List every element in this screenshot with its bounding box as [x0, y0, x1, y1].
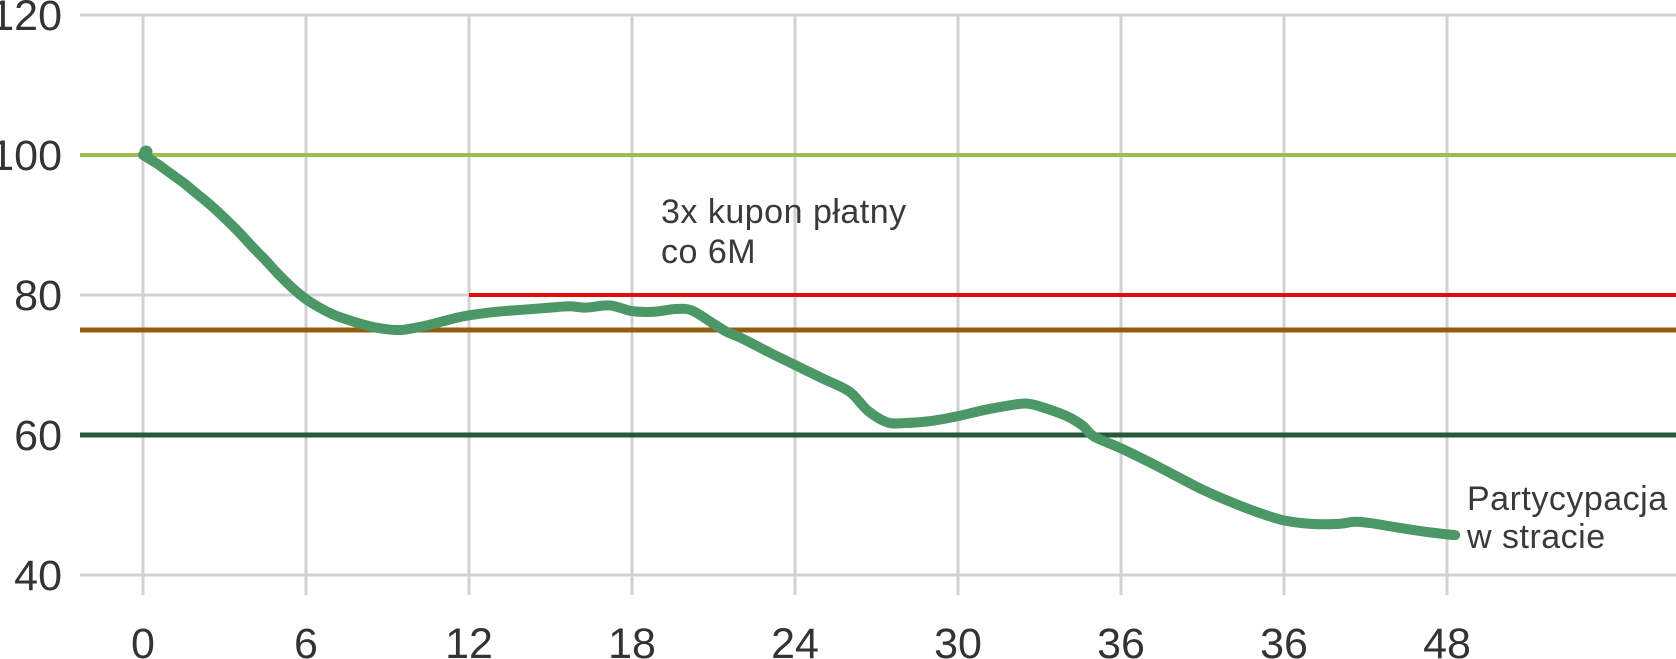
annotation-loss-participation: Partycypacja w stracie	[1467, 480, 1668, 556]
x-tick-label: 48	[1423, 620, 1471, 659]
annotation-coupon: 3x kupon płatny co 6M	[661, 193, 907, 271]
x-tick-label: 36	[1260, 620, 1308, 659]
x-tick-label: 6	[294, 620, 318, 659]
y-tick-label: 60	[14, 412, 62, 460]
y-tick-label: 40	[14, 552, 62, 600]
y-tick-label: 80	[14, 272, 62, 320]
x-tick-label: 12	[445, 620, 493, 659]
x-tick-label: 30	[934, 620, 982, 659]
y-tick-label: 120	[0, 0, 62, 40]
series-start-dot	[139, 145, 153, 159]
x-tick-label: 24	[771, 620, 819, 659]
y-tick-label: 100	[0, 132, 62, 180]
x-tick-label: 36	[1097, 620, 1145, 659]
x-tick-label: 18	[608, 620, 656, 659]
series-path-main-line	[138, 150, 1461, 541]
x-tick-label: 0	[131, 620, 155, 659]
